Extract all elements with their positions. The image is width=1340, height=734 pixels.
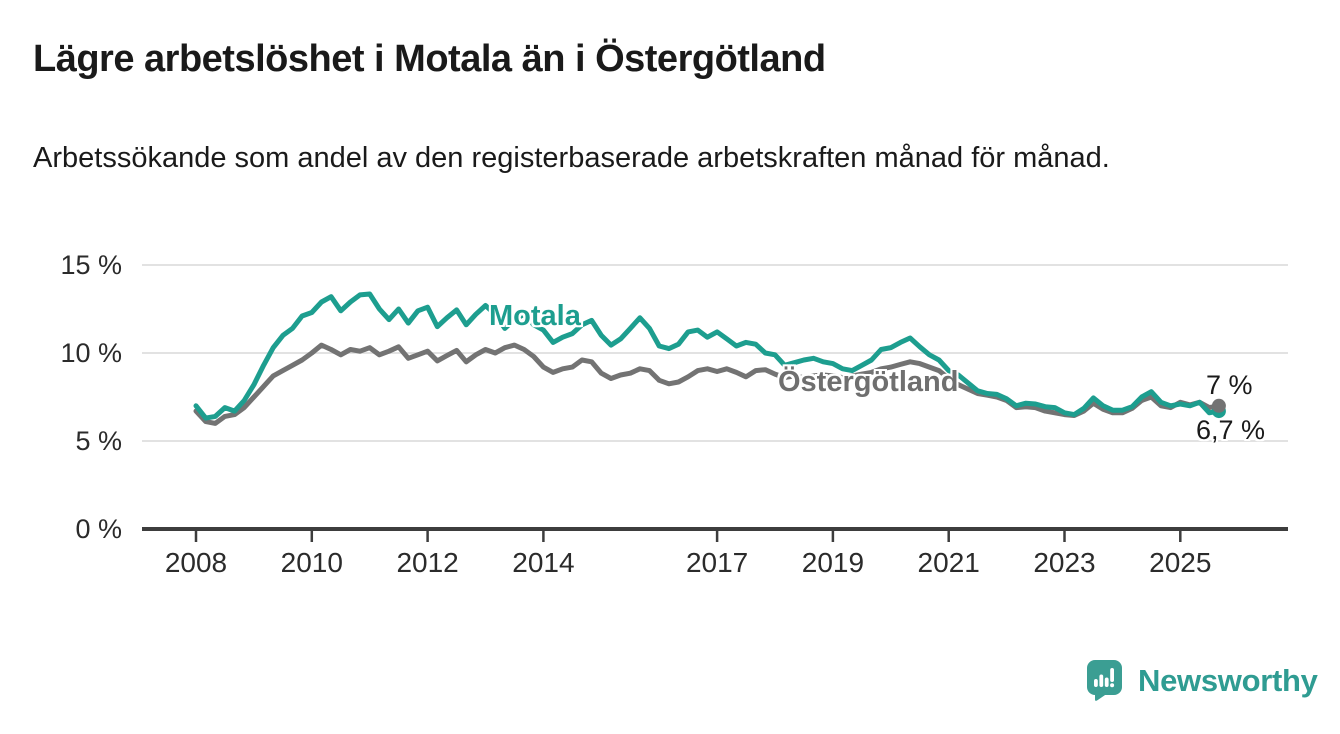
- newsworthy-logo: Newsworthy: [1086, 659, 1318, 703]
- line-motala: [193, 291, 1222, 421]
- x-tick-label: 2008: [165, 547, 227, 578]
- x-tick-label: 2012: [396, 547, 458, 578]
- x-tick-label: 2021: [918, 547, 980, 578]
- series-label-ostergotland: Östergötland: [778, 366, 959, 398]
- brand-name: Newsworthy: [1138, 663, 1318, 698]
- y-tick-label: 5 %: [75, 426, 122, 456]
- unemployment-line-chart: 0 % 5 % 10 % 15 % 2008 2010 2012 2014 2017 2019 20…: [60, 250, 1288, 578]
- x-tick-label: 2023: [1033, 547, 1095, 578]
- y-tick-label: 15 %: [60, 250, 122, 280]
- chart-plot-area: 0 % 5 % 10 % 15 % 2008 2010 2012 2014 2017 2019 20…: [60, 250, 1288, 578]
- y-tick-label: 10 %: [60, 338, 122, 368]
- page-title: Lägre arbetslöshet i Motala än i Östergö…: [33, 38, 826, 80]
- line-ostergotland: [193, 342, 1222, 426]
- end-value-label-motala: 6,7 %: [1196, 415, 1266, 445]
- y-tick-label: 0 %: [75, 514, 122, 544]
- newsworthy-bars-icon: [1087, 660, 1122, 701]
- chart-subtitle: Arbetssökande som andel av den registerb…: [33, 142, 1110, 174]
- x-tick-label: 2025: [1149, 547, 1211, 578]
- x-tick-label: 2017: [686, 547, 748, 578]
- x-tick-label: 2010: [281, 547, 343, 578]
- end-value-label-ostergotland: 7 %: [1206, 370, 1253, 400]
- series-label-motala: Motala: [489, 300, 581, 332]
- x-tick-label: 2014: [512, 547, 574, 578]
- end-dot-ostergotland: [1211, 398, 1226, 413]
- x-tick-label: 2019: [802, 547, 864, 578]
